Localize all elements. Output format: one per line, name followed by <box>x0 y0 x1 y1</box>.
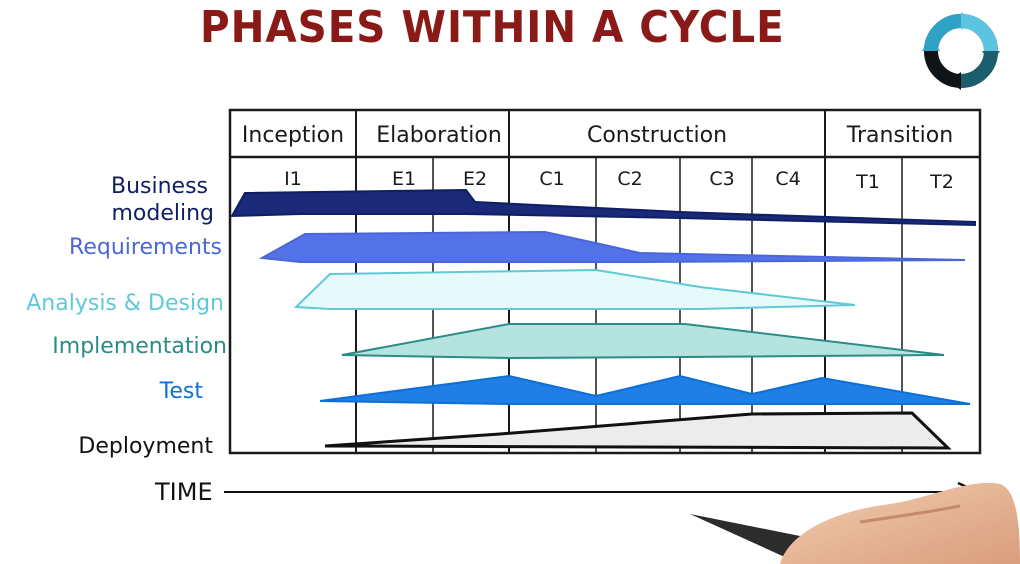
discipline-label-implementation: Implementation <box>52 334 227 359</box>
discipline-label-business: Business <box>111 174 208 199</box>
iteration-label-c1: C1 <box>539 168 564 190</box>
iteration-label-t2: T2 <box>929 171 954 193</box>
page-title: PHASES WITHIN A CYCLE <box>200 2 785 53</box>
discipline-label-analysis: Analysis & Design <box>26 291 224 316</box>
iteration-label-c3: C3 <box>709 168 734 190</box>
iteration-label-i1: I1 <box>284 168 302 190</box>
discipline-label-requirements: Requirements <box>69 235 222 260</box>
phase-label-transition: Transition <box>846 123 953 148</box>
iteration-label-e2: E2 <box>463 168 487 190</box>
iteration-label-c4: C4 <box>775 168 800 190</box>
band-implementation <box>341 323 945 360</box>
iteration-label-c2: C2 <box>617 168 642 190</box>
phase-label-construction: Construction <box>587 123 727 148</box>
phase-label-elaboration: Elaboration <box>376 123 502 148</box>
phase-label-inception: Inception <box>242 123 344 148</box>
band-business-modeling <box>230 188 976 227</box>
cycle-arrows-icon <box>922 12 1000 90</box>
band-analysis-design <box>293 268 856 310</box>
drawing-hand-image <box>690 482 1020 564</box>
band-test <box>319 374 971 405</box>
band-deployment <box>324 411 952 450</box>
band-requirements <box>258 230 966 263</box>
discipline-label-test: Test <box>159 379 204 404</box>
discipline-label-business-2: modeling <box>111 201 214 226</box>
iteration-label-e1: E1 <box>392 168 416 190</box>
iteration-label-t1: T1 <box>855 171 880 193</box>
discipline-label-deployment: Deployment <box>78 434 213 459</box>
time-axis-label: TIME <box>154 478 213 506</box>
